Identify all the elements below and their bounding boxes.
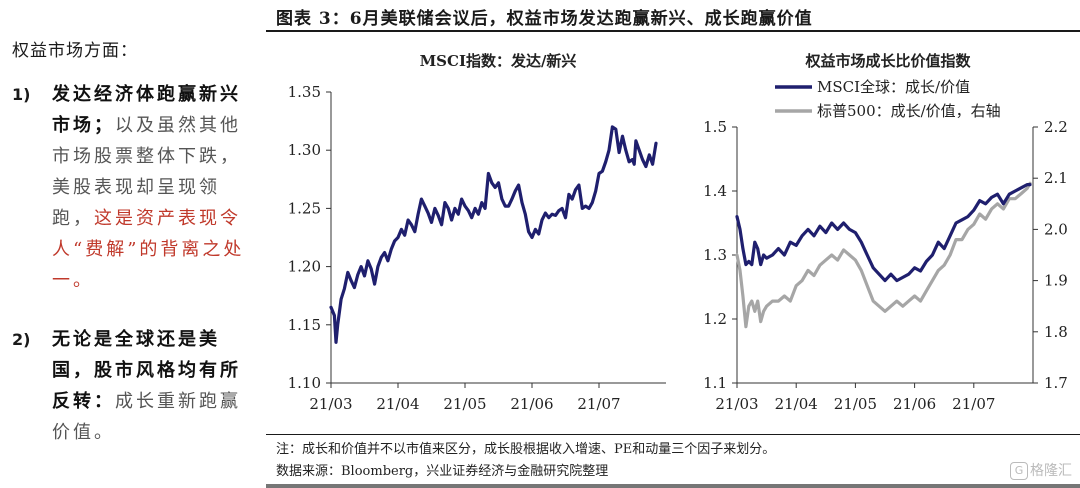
note-rule [266,434,1080,435]
chart-1-y-tick-label: 1.20 [288,258,321,276]
chart-1-y-tick-label: 1.15 [288,316,321,334]
point-1-gray-text: 以及虽然其他市场股票整体下跌，美股表现却呈现领跑， [52,115,241,229]
watermark-logo-icon: G [1010,462,1028,480]
section-heading: 权益市场方面： [12,41,138,61]
chart-1-y-tick-label: 1.35 [288,83,321,101]
point-2-number: 2) [12,330,31,349]
chart-2-y2-tick-label: 2.1 [1044,169,1068,187]
chart-2-series-line-2 [735,181,1032,329]
chart-2-y-tick-label: 1.1 [703,374,727,392]
chart-1-title: MSCI指数：发达/新兴 [420,52,577,70]
point-1-red-text: 这是资产表现令人“费解”的背离之处一。 [52,208,245,291]
chart-2-x-tick-label: 21/06 [893,395,936,413]
chart-2-y-tick-label: 1.3 [703,246,727,264]
point-2-bold: 无论是全球还是美国，股市风格均有所反转： [52,329,241,412]
chart-1-x-tick-label: 21/06 [510,395,553,413]
chart-2-x-tick-label: 21/03 [715,395,758,413]
chart-2-y-tick-label: 1.4 [703,182,727,200]
chart-1-y-tick-label: 1.25 [288,199,321,217]
chart-2-title: 权益市场成长比价值指数 [804,52,971,70]
watermark-text: 格隆汇 [1030,463,1072,479]
chart-2-y2-tick-label: 1.9 [1044,272,1068,290]
watermark: G 格隆汇 [1010,460,1072,480]
chart-1-y-tick-label: 1.10 [288,374,321,392]
chart-2-y2-tick-label: 1.7 [1044,374,1068,392]
chart-2-x-tick-label: 21/05 [834,395,877,413]
point-2-gray-text: 成长重新跑赢价值。 [52,391,241,443]
chart-2-legend-label-1: MSCI全球：成长/价值 [817,78,970,96]
bottom-edge-rule [266,484,1080,488]
title-rule [266,30,1080,32]
point-1: 1) 发达经济体跑赢新兴市场；以及虽然其他市场股票整体下跌，美股表现却呈现领跑，… [12,79,256,296]
point-1-number: 1) [12,85,31,104]
chart-2-y2-tick-label: 2.2 [1044,118,1068,136]
chart-1-x-tick-label: 21/05 [443,395,486,413]
chart-1-y-tick-label: 1.30 [288,141,321,159]
data-source: 数据来源：Bloomberg，兴业证券经济与金融研究院整理 [276,464,609,479]
chart-2-y-tick-label: 1.2 [703,310,727,328]
footnote: 注：成长和价值并不以市值来区分，成长股根据收入增速、PE和动量三个因子来划分。 [276,442,776,457]
chart-1-x-tick-label: 21/04 [376,395,419,413]
chart-1-x-tick-label: 21/03 [309,395,352,413]
chart-1-x-tick-label: 21/07 [577,395,620,413]
point-2: 2) 无论是全球还是美国，股市风格均有所反转：成长重新跑赢价值。 [12,324,256,448]
commentary-column: 权益市场方面： 1) 发达经济体跑赢新兴市场；以及虽然其他市场股票整体下跌，美股… [12,34,256,448]
chart-2-legend-label-2: 标普500：成长/价值，右轴 [817,102,1001,120]
point-1-bold: 发达经济体跑赢新兴市场； [52,84,241,136]
chart-2-y-tick-label: 1.5 [703,118,727,136]
chart-2-y2-tick-label: 2.0 [1044,220,1068,238]
chart-2-x-tick-label: 21/04 [775,395,818,413]
chart-2-x-tick-label: 21/07 [952,395,995,413]
chart-2-y2-tick-label: 1.8 [1044,323,1068,341]
chart-1-series-line-1 [329,125,658,344]
chart-2-series-line-1 [735,183,1032,283]
figure-title: 图表 3：6月美联储会议后，权益市场发达跑赢新兴、成长跑赢价值 [276,9,813,29]
